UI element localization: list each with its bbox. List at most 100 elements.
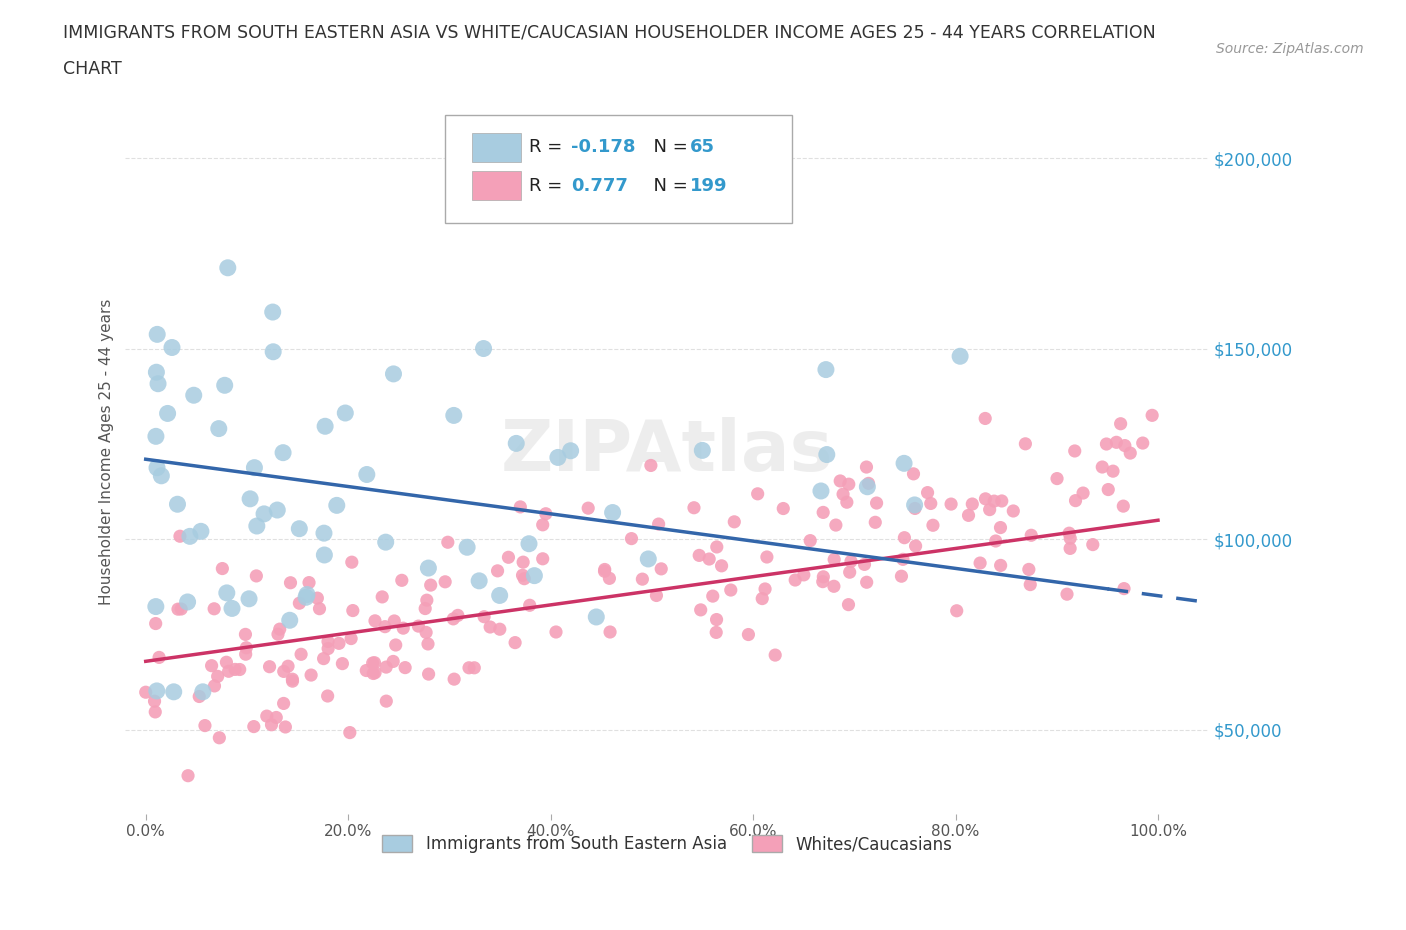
Point [1081, 538, 1104, 552]
Point [984, 534, 1007, 549]
Point [416, 592, 439, 607]
Point [904, 501, 927, 516]
Point [793, 567, 815, 582]
Point [838, 565, 860, 579]
Point [418, 561, 440, 576]
Point [176, 594, 198, 609]
Point [273, 664, 295, 679]
Point [903, 467, 925, 482]
Point [645, 588, 668, 603]
Point [1064, 493, 1087, 508]
Point [513, 571, 536, 586]
Point [374, 619, 396, 634]
Point [156, 406, 179, 421]
Point [339, 725, 361, 740]
Point [207, 669, 229, 684]
Point [920, 496, 942, 511]
Point [419, 578, 441, 592]
Point [855, 575, 877, 590]
Point [519, 598, 541, 613]
Point [692, 443, 714, 458]
Point [235, 627, 257, 642]
Point [204, 679, 226, 694]
Point [235, 640, 257, 655]
Point [1059, 541, 1081, 556]
Text: N =: N = [643, 177, 693, 194]
Bar [472, 133, 520, 162]
Point [215, 655, 238, 670]
Point [202, 602, 225, 617]
Point [361, 656, 384, 671]
Point [262, 305, 284, 320]
Text: -0.178: -0.178 [571, 138, 636, 155]
Point [990, 520, 1012, 535]
Point [751, 591, 773, 606]
Point [531, 551, 554, 566]
Point [785, 573, 807, 588]
Point [208, 730, 231, 745]
Point [148, 650, 170, 665]
Point [416, 636, 439, 651]
Point [335, 405, 357, 420]
Point [505, 436, 527, 451]
Point [214, 378, 236, 392]
Point [1114, 438, 1136, 453]
Point [598, 571, 620, 586]
Y-axis label: Householder Income Ages 25 - 44 years: Householder Income Ages 25 - 44 years [100, 299, 114, 604]
Point [190, 524, 212, 538]
Point [904, 498, 927, 512]
Point [1112, 581, 1135, 596]
Point [307, 591, 329, 605]
Text: 0.777: 0.777 [571, 177, 627, 194]
Point [340, 555, 363, 570]
Point [1095, 436, 1118, 451]
Point [146, 684, 169, 698]
Point [702, 589, 724, 604]
Point [167, 602, 190, 617]
Point [382, 366, 405, 381]
Point [160, 340, 183, 355]
Point [363, 656, 385, 671]
Point [277, 658, 299, 673]
Point [326, 498, 349, 512]
Point [356, 467, 378, 482]
Point [288, 521, 311, 536]
Text: ZIPAtlas: ZIPAtlas [501, 418, 834, 486]
Point [593, 562, 616, 577]
Point [1140, 408, 1163, 423]
Point [208, 421, 231, 436]
Point [856, 479, 879, 494]
Point [893, 530, 915, 545]
Point [576, 500, 599, 515]
Point [238, 591, 260, 606]
Point [340, 631, 363, 646]
Point [188, 689, 211, 704]
Text: CHART: CHART [63, 60, 122, 78]
Point [706, 539, 728, 554]
Point [316, 688, 339, 703]
Point [150, 469, 173, 484]
Point [299, 668, 322, 683]
Point [1014, 436, 1036, 451]
Point [375, 659, 398, 674]
Point [224, 662, 246, 677]
Point [488, 622, 510, 637]
Point [1119, 445, 1142, 460]
Point [163, 684, 186, 699]
Point [271, 445, 294, 460]
Point [837, 597, 859, 612]
Point [1019, 528, 1042, 543]
Point [384, 638, 406, 653]
Legend: Immigrants from South Eastern Asia, Whites/Caucasians: Immigrants from South Eastern Asia, Whit… [375, 829, 959, 860]
Point [825, 518, 848, 533]
Point [295, 590, 318, 604]
Point [957, 508, 980, 523]
Point [415, 625, 437, 640]
Point [143, 705, 166, 720]
Point [939, 497, 962, 512]
Point [917, 485, 939, 500]
Point [509, 499, 531, 514]
Point [211, 561, 233, 576]
Point [706, 612, 728, 627]
Point [281, 671, 304, 686]
